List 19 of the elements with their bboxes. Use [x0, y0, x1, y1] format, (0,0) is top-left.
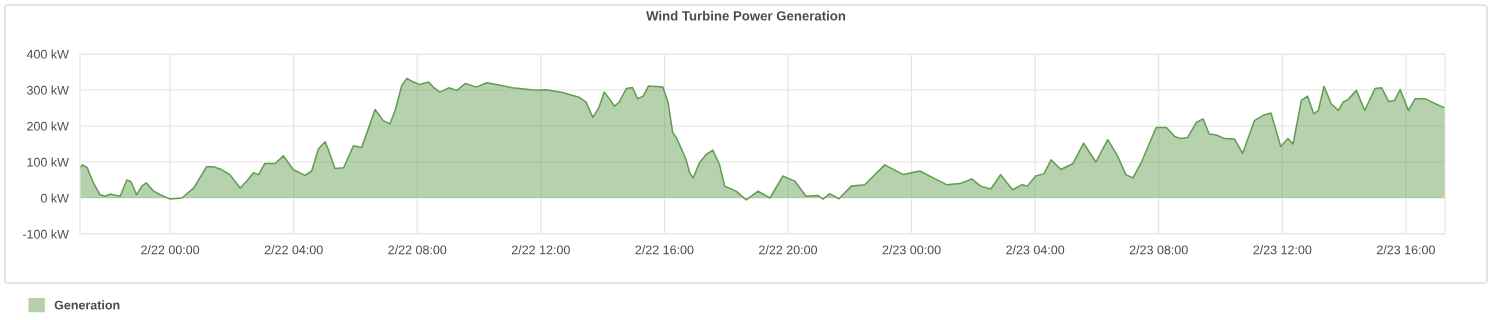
y-tick-label: 0 kW — [40, 193, 69, 203]
x-tick-label: 2/22 12:00 — [511, 245, 570, 255]
y-tick-label: -100 kW — [22, 229, 69, 239]
chart-title: Wind Turbine Power Generation — [646, 10, 846, 21]
x-tick-label: 2/23 12:00 — [1253, 245, 1312, 255]
y-tick-label: 100 kW — [27, 157, 69, 167]
y-tick-label: 300 kW — [26, 85, 69, 95]
x-tick-label: 2/22 08:00 — [388, 245, 447, 255]
x-tick-label: 2/23 04:00 — [1006, 245, 1065, 255]
x-tick-label: 2/23 08:00 — [1129, 245, 1188, 255]
x-tick-label: 2/22 04:00 — [264, 245, 323, 255]
legend-label: Generation — [54, 300, 120, 310]
x-tick-label: 2/22 20:00 — [759, 245, 818, 255]
x-tick-label: 2/22 00:00 — [141, 245, 200, 255]
x-tick-label: 2/23 16:00 — [1376, 245, 1435, 255]
x-tick-label: 2/23 00:00 — [882, 245, 941, 255]
x-tick-label: 2/22 16:00 — [635, 245, 694, 255]
y-tick-label: 400 kW — [26, 49, 69, 59]
y-tick-label: 200 kW — [27, 121, 69, 131]
